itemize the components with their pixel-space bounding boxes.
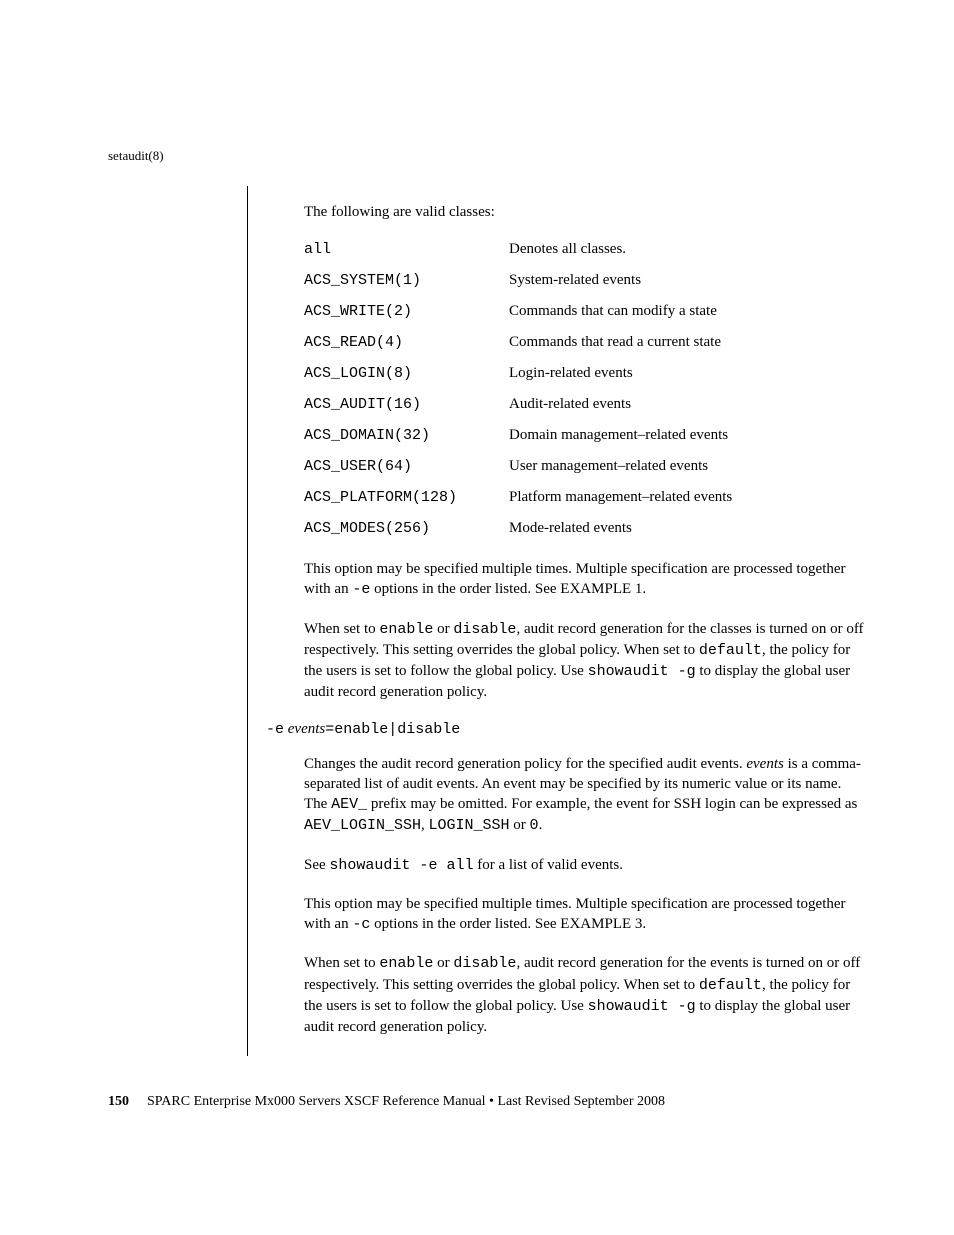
class-row: ACS_PLATFORM(128) Platform management–re…: [304, 489, 866, 506]
code-default-2: default: [699, 977, 762, 994]
class-row: ACS_DOMAIN(32) Domain management–related…: [304, 427, 866, 444]
command-reference: setaudit(8): [108, 148, 164, 163]
code-enable: enable: [379, 621, 433, 638]
code-zero: 0: [530, 817, 539, 834]
option-arg-italic: events: [288, 721, 325, 737]
class-code: ACS_PLATFORM(128): [304, 489, 509, 506]
code-showaudit-2: showaudit -g: [588, 998, 696, 1015]
code-aev-login-ssh: AEV_LOGIN_SSH: [304, 817, 421, 834]
text: or: [510, 817, 530, 833]
class-row: all Denotes all classes.: [304, 241, 866, 258]
page-header: setaudit(8): [108, 148, 164, 164]
text: When set to: [304, 621, 379, 637]
text: Changes the audit record generation poli…: [304, 756, 746, 772]
class-desc: User management–related events: [509, 458, 866, 475]
class-desc: Domain management–related events: [509, 427, 866, 444]
text: ,: [421, 817, 429, 833]
class-row: ACS_SYSTEM(1) System-related events: [304, 272, 866, 289]
code-showaudit-e-all: showaudit -e all: [329, 857, 473, 874]
class-code: ACS_READ(4): [304, 334, 509, 351]
paragraph-enable-disable: When set to enable or disable, audit rec…: [304, 619, 866, 703]
inner-content: The following are valid classes: all Den…: [266, 204, 866, 703]
class-code: ACS_USER(64): [304, 458, 509, 475]
footer-text: SPARC Enterprise Mx000 Servers XSCF Refe…: [147, 1094, 665, 1109]
class-desc: Audit-related events: [509, 396, 866, 413]
page-footer: 150 SPARC Enterprise Mx000 Servers XSCF R…: [108, 1094, 665, 1110]
class-row: ACS_USER(64) User management–related eve…: [304, 458, 866, 475]
text: or: [433, 955, 453, 971]
text: or: [433, 621, 453, 637]
code-aev: AEV_: [331, 796, 367, 813]
text: prefix may be omitted. For example, the …: [367, 796, 857, 812]
content-area: The following are valid classes: all Den…: [247, 186, 866, 1056]
code-disable-2: disable: [453, 955, 516, 972]
option-arg-rest: =enable|disable: [325, 721, 460, 738]
text: See: [304, 857, 329, 873]
class-code: ACS_DOMAIN(32): [304, 427, 509, 444]
code-default: default: [699, 642, 762, 659]
class-row: ACS_WRITE(2) Commands that can modify a …: [304, 303, 866, 320]
text: options in the order listed. See EXAMPLE…: [370, 581, 646, 597]
paragraph-multi-spec-2: This option may be specified multiple ti…: [304, 894, 866, 936]
paragraph-multi-spec: This option may be specified multiple ti…: [304, 559, 866, 601]
page-number: 150: [108, 1094, 129, 1109]
class-row: ACS_READ(4) Commands that read a current…: [304, 334, 866, 351]
class-code: ACS_MODES(256): [304, 520, 509, 537]
text: options in the order listed. See EXAMPLE…: [370, 916, 646, 932]
code-flag: -e: [352, 581, 370, 598]
class-desc: Commands that can modify a state: [509, 303, 866, 320]
text: .: [539, 817, 543, 833]
italic-events: events: [746, 756, 783, 772]
class-row: ACS_LOGIN(8) Login-related events: [304, 365, 866, 382]
option-e-header: -e events=enable|disable: [266, 721, 866, 738]
code-enable-2: enable: [379, 955, 433, 972]
inner-content-2: Changes the audit record generation poli…: [266, 754, 866, 1038]
class-desc: Login-related events: [509, 365, 866, 382]
class-row: ACS_AUDIT(16) Audit-related events: [304, 396, 866, 413]
paragraph-enable-disable-2: When set to enable or disable, audit rec…: [304, 953, 866, 1037]
class-desc: Commands that read a current state: [509, 334, 866, 351]
code-login-ssh: LOGIN_SSH: [429, 817, 510, 834]
class-code: ACS_WRITE(2): [304, 303, 509, 320]
option-flag: -e: [266, 721, 284, 738]
class-desc: Mode-related events: [509, 520, 866, 537]
paragraph-events-desc: Changes the audit record generation poli…: [304, 754, 866, 837]
text: for a list of valid events.: [473, 857, 623, 873]
class-code: ACS_SYSTEM(1): [304, 272, 509, 289]
class-row: ACS_MODES(256) Mode-related events: [304, 520, 866, 537]
class-desc: Denotes all classes.: [509, 241, 866, 258]
code-c-flag: -c: [352, 916, 370, 933]
code-showaudit: showaudit -g: [588, 663, 696, 680]
text: When set to: [304, 955, 379, 971]
class-code: ACS_AUDIT(16): [304, 396, 509, 413]
paragraph-see-showaudit: See showaudit -e all for a list of valid…: [304, 855, 866, 876]
class-code: ACS_LOGIN(8): [304, 365, 509, 382]
classes-table: all Denotes all classes. ACS_SYSTEM(1) S…: [304, 241, 866, 537]
class-desc: System-related events: [509, 272, 866, 289]
code-disable: disable: [453, 621, 516, 638]
intro-text: The following are valid classes:: [304, 204, 866, 221]
class-desc: Platform management–related events: [509, 489, 866, 506]
class-code: all: [304, 241, 509, 258]
